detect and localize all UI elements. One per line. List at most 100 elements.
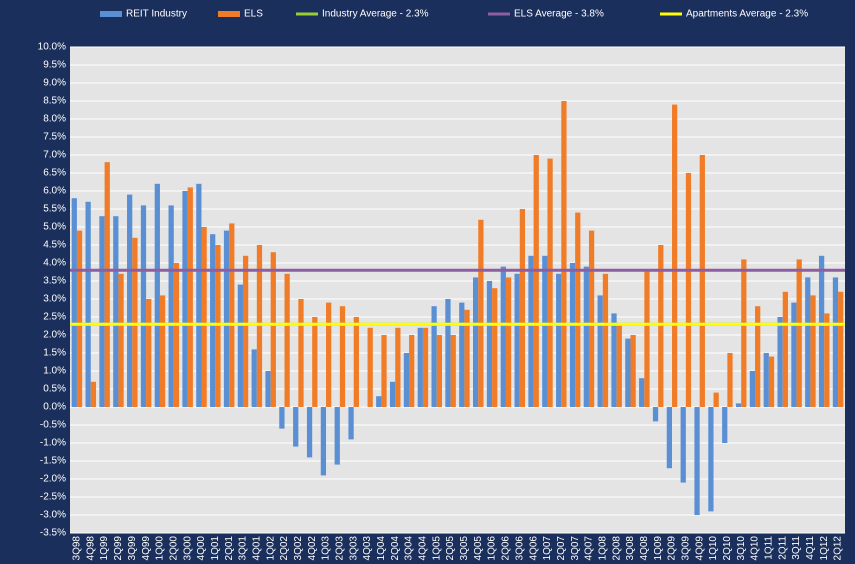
bar: [556, 273, 562, 407]
y-tick-label: 7.0%: [43, 150, 66, 161]
bar: [533, 155, 539, 407]
bar: [722, 407, 728, 443]
x-tick-label: 3Q09: [680, 536, 691, 561]
y-tick-label: -2.5%: [40, 492, 66, 503]
y-tick-label: 2.5%: [43, 312, 66, 323]
bar: [168, 205, 174, 407]
bar: [583, 266, 589, 407]
legend-label: ELS Average - 3.8%: [514, 9, 604, 20]
bar: [409, 335, 415, 407]
bar: [658, 245, 664, 407]
y-tick-label: 10.0%: [38, 42, 66, 53]
bar: [528, 255, 534, 407]
x-tick-label: 4Q06: [528, 536, 539, 561]
x-tick-label: 2Q11: [777, 536, 788, 560]
bar: [312, 317, 318, 407]
x-tick-label: 4Q02: [307, 536, 318, 561]
bar: [486, 281, 493, 407]
x-tick-label: 2Q04: [390, 536, 401, 561]
bar: [492, 288, 498, 407]
bar: [500, 266, 506, 407]
x-tick-label: 3Q10: [736, 536, 747, 561]
x-tick-label: 1Q08: [597, 536, 608, 561]
x-tick-label: 3Q07: [570, 536, 581, 561]
x-tick-label: 2Q07: [556, 536, 567, 561]
bar: [464, 309, 470, 407]
bar: [403, 353, 410, 407]
y-tick-label: 3.5%: [43, 276, 66, 287]
x-tick-label: 1Q11: [764, 536, 775, 560]
y-tick-label: 7.5%: [43, 132, 66, 143]
x-tick-label: 2Q05: [445, 536, 456, 561]
bar: [445, 299, 451, 407]
bar: [90, 381, 97, 407]
bar: [666, 407, 673, 469]
bar: [395, 327, 401, 407]
y-tick-label: 4.0%: [43, 258, 66, 269]
x-tick-label: 3Q04: [404, 536, 415, 561]
bar: [699, 155, 705, 407]
x-tick-label: 1Q10: [708, 536, 719, 561]
bar: [334, 407, 340, 465]
x-tick-label: 4Q11: [805, 536, 816, 560]
x-tick-label: 1Q04: [376, 536, 387, 561]
bar: [251, 349, 257, 407]
x-tick-label: 4Q03: [362, 536, 373, 561]
x-tick-label: 1Q07: [542, 536, 553, 561]
y-tick-label: 8.5%: [43, 96, 66, 107]
x-tick-label: 4Q01: [251, 536, 262, 561]
bar: [652, 407, 659, 422]
bar: [229, 223, 235, 407]
bar: [644, 270, 650, 407]
x-tick-label: 1Q03: [321, 536, 332, 561]
bar: [187, 187, 193, 407]
x-tick-label: 2Q12: [833, 536, 844, 561]
bar: [348, 407, 354, 440]
bar: [201, 227, 207, 407]
legend-label: REIT Industry: [126, 9, 187, 20]
bar: [838, 291, 844, 407]
bar: [514, 273, 520, 407]
bar: [196, 183, 202, 407]
x-tick-label: 3Q99: [127, 536, 138, 561]
bar: [242, 255, 249, 407]
x-tick-label: 4Q05: [473, 536, 484, 561]
bar: [389, 381, 396, 407]
bar: [616, 324, 622, 407]
legend-label: Industry Average - 2.3%: [322, 9, 429, 20]
bar: [630, 335, 636, 407]
bar: [542, 255, 548, 407]
bar: [796, 259, 802, 407]
x-tick-label: 3Q03: [348, 536, 359, 561]
x-tick-label: 3Q02: [293, 536, 304, 561]
bar: [284, 273, 290, 407]
x-tick-label: 3Q98: [72, 536, 83, 561]
bar: [818, 255, 825, 407]
x-tick-label: 2Q08: [611, 536, 622, 561]
bar: [694, 407, 700, 515]
y-tick-label: 2.0%: [43, 330, 66, 341]
x-tick-label: 3Q11: [791, 536, 802, 560]
bar: [473, 277, 479, 407]
x-tick-label: 2Q02: [279, 536, 290, 561]
bar: [575, 212, 581, 407]
x-tick-label: 3Q06: [514, 536, 525, 561]
x-tick-label: 3Q05: [459, 536, 470, 561]
bar: [832, 277, 839, 407]
bar: [763, 353, 769, 407]
y-tick-label: -2.0%: [40, 474, 66, 485]
y-tick-label: 6.5%: [43, 168, 66, 179]
bar: [735, 403, 742, 407]
x-tick-label: 4Q09: [694, 536, 705, 561]
bar: [223, 230, 230, 407]
bar: [602, 273, 609, 407]
bar: [680, 407, 686, 483]
x-tick-label: 2Q09: [667, 536, 678, 561]
bar: [755, 306, 761, 407]
bar: [326, 302, 332, 407]
x-tick-label: 4Q07: [584, 536, 595, 561]
x-tick-label: 3Q08: [625, 536, 636, 561]
x-tick-label: 1Q12: [819, 536, 830, 561]
bar: [306, 407, 313, 458]
